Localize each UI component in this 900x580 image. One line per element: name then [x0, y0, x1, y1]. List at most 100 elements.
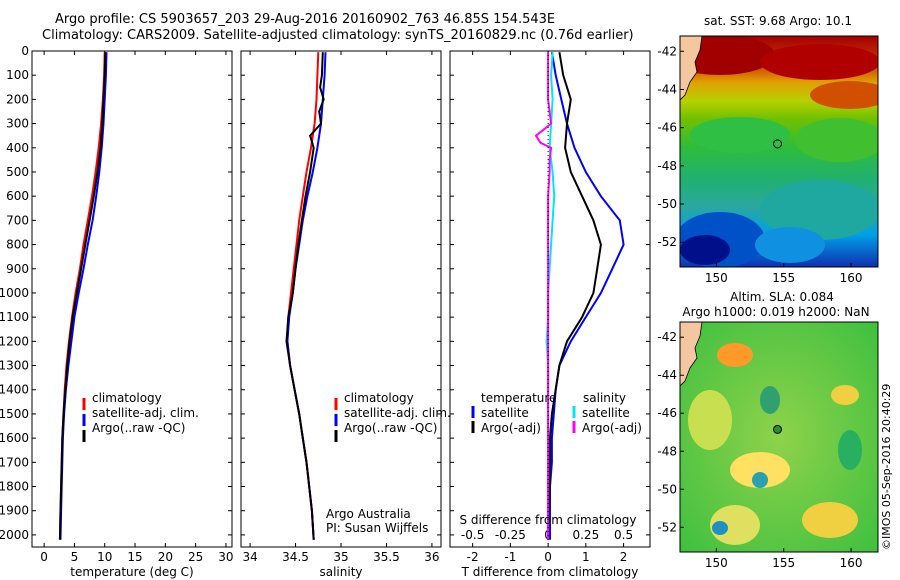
x-tick-label: 2 — [620, 550, 628, 564]
x-tick-label: 30 — [218, 550, 233, 564]
legend-climatology-label: climatology — [344, 391, 414, 405]
salinity-axes-frame — [240, 50, 442, 548]
x-tick-label: 15 — [127, 550, 142, 564]
sla-high-anomaly — [710, 505, 760, 545]
sla-high-anomaly — [831, 385, 859, 405]
y-tick-label: 700 — [6, 213, 29, 227]
y-tick-label: 200 — [6, 92, 29, 106]
sla-high-anomaly — [688, 390, 732, 450]
map-y-tick-label: -48 — [657, 444, 677, 458]
sla-low-anomaly — [752, 472, 768, 488]
x-tick-label: 1 — [582, 550, 590, 564]
series-line-argo-raw-qc- — [58, 52, 107, 540]
x-tick-label: 36 — [424, 550, 439, 564]
sst-warm-patch — [680, 36, 775, 75]
argo-float-marker — [773, 424, 783, 434]
sla-high-anomaly — [730, 452, 790, 488]
sst-cool-patch — [760, 180, 878, 240]
y-tick-label: 1800 — [0, 480, 29, 494]
sla-high-anomaly — [802, 502, 858, 538]
sla-low-anomaly — [760, 386, 780, 414]
map-x-tick-label: 155 — [772, 271, 795, 285]
argo-float-marker — [773, 139, 783, 149]
sst-map-frame — [679, 35, 879, 268]
legend-sal-satellite-label: satellite — [582, 406, 630, 420]
legend-temp-satellite-label: satellite — [481, 406, 529, 420]
y-tick-label: 500 — [6, 165, 29, 179]
map-x-tick-label: 160 — [840, 556, 863, 570]
sla-high-anomaly — [717, 343, 753, 367]
top-tick-label: -0.5 — [461, 528, 484, 542]
x-tick-label: 20 — [158, 550, 173, 564]
imos-credit: ©IMOS 05-Sep-2016 20:40:29 — [880, 384, 893, 550]
x-tick-label: 35 — [333, 550, 348, 564]
y-tick-label: 1400 — [0, 383, 29, 397]
map-x-tick-label: 150 — [705, 271, 728, 285]
x-tick-label: 0 — [544, 550, 552, 564]
x-tick-label: -2 — [467, 550, 479, 564]
land-tasmania — [680, 36, 703, 101]
y-tick-label: 1300 — [0, 359, 29, 373]
sst-warm-patch — [810, 81, 878, 109]
legend-argo-label: Argo(..raw -QC) — [344, 421, 437, 435]
y-tick-label: 1500 — [0, 407, 29, 421]
x-tick-label: 34.5 — [282, 550, 309, 564]
sla-low-anomaly — [838, 430, 862, 470]
series-line-temperature-satellite — [549, 52, 625, 540]
x-tick-label: 35.5 — [373, 550, 400, 564]
x-tick-label: 10 — [97, 550, 112, 564]
map-y-tick-label: -44 — [657, 82, 677, 96]
sst-cool-patch — [755, 227, 825, 263]
map-y-tick-label: -46 — [657, 406, 677, 420]
y-tick-label: 800 — [6, 238, 29, 252]
y-tick-label: 1700 — [0, 455, 29, 469]
x-tick-label: 34 — [242, 550, 257, 564]
map-y-tick-label: -50 — [657, 197, 677, 211]
legend-temperature-header: temperature — [481, 391, 556, 405]
top-tick-label: -0.25 — [495, 528, 526, 542]
sst-map-panel: sat. SST: 9.68 Argo: 10.1 — [657, 14, 879, 285]
salinity-panel: 34 34.5 35 35.5 36 salinity climatology sate… — [240, 50, 451, 579]
legend-salinity-header: salinity — [583, 391, 626, 405]
difference-xlabel: T difference from climatology — [461, 565, 639, 579]
figure-title-line2: Climatology: CARS2009. Satellite-adjuste… — [42, 28, 634, 43]
map-y-tick-label: -52 — [657, 235, 677, 249]
x-tick-label: 0 — [40, 550, 48, 564]
temperature-panel: 0 5 10 15 20 25 300100200300400500600700800900… — [0, 44, 234, 579]
y-tick-label: 1900 — [0, 504, 29, 518]
difference-legend: temperature salinity satellite Argo(-adj… — [471, 391, 642, 435]
y-tick-label: 1100 — [0, 310, 29, 324]
y-tick-label: 0 — [21, 44, 29, 58]
legend-argo-label: Argo(..raw -QC) — [92, 421, 185, 435]
salinity-annotation-line1: Argo Australia — [326, 507, 411, 521]
map-y-tick-label: -48 — [657, 159, 677, 173]
top-tick-label: 0.25 — [572, 528, 599, 542]
legend-sal-argo-label: Argo(-adj) — [582, 421, 642, 435]
map-y-tick-label: -44 — [657, 368, 677, 382]
sst-mid-patch — [795, 118, 878, 162]
legend-satellite-label: satellite-adj. clim. — [344, 406, 451, 420]
top-tick-label: 0.5 — [614, 528, 633, 542]
sst-warm-patch — [760, 44, 878, 80]
y-tick-label: 1000 — [0, 286, 29, 300]
salinity-annotation-line2: PI: Susan Wijffels — [326, 521, 428, 535]
sla-map-title-line1: Altim. SLA: 0.084 — [730, 290, 834, 304]
sla-map-title-line2: Argo h1000: 0.019 h2000: NaN — [682, 305, 869, 319]
salinity-legend: climatology satellite-adj. clim. Argo(..… — [334, 391, 451, 442]
sst-cold-patch — [680, 235, 730, 265]
x-tick-label: -1 — [504, 550, 516, 564]
map-y-tick-label: -52 — [657, 520, 677, 534]
temperature-axes-frame — [31, 50, 233, 548]
map-y-tick-label: -46 — [657, 121, 677, 135]
legend-temp-argo-label: Argo(-adj) — [481, 421, 541, 435]
x-tick-label: 25 — [188, 550, 203, 564]
sla-map-panel: Altim. SLA: 0.084 Argo h1000: 0.019 h200… — [657, 290, 893, 570]
sla-low-anomaly — [712, 521, 728, 535]
sst-map-title: sat. SST: 9.68 Argo: 10.1 — [704, 14, 852, 28]
map-x-tick-label: 155 — [772, 556, 795, 570]
series-line-salinity-argo-adj- — [534, 52, 553, 540]
sla-map-frame — [679, 321, 879, 553]
y-tick-label: 300 — [6, 117, 29, 131]
